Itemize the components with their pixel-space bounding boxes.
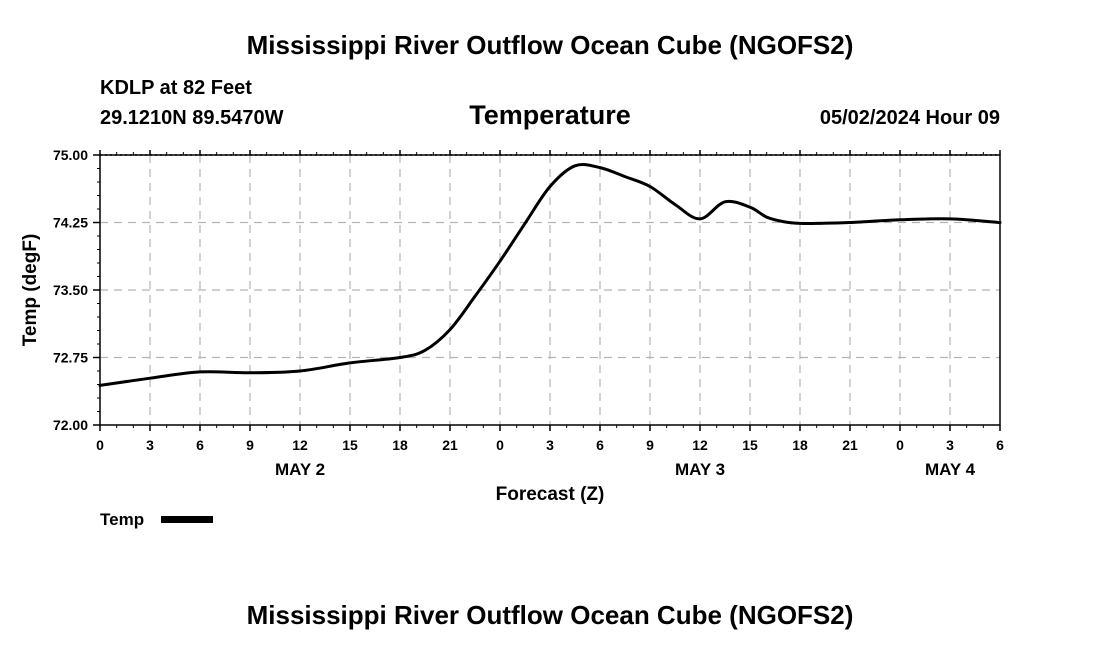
x-tick-label: 0 (496, 437, 504, 453)
x-tick-label: 9 (246, 437, 254, 453)
data-point (798, 222, 802, 225)
x-tick-label: 18 (792, 437, 808, 453)
data-point (898, 218, 902, 221)
axis-labels: 0 3 6 9 12 15 18 21 0 3 6 9 12 15 18 21 0 3 6 72.00 72.75 73.… (53, 147, 1004, 479)
x-tick-label: 6 (196, 437, 204, 453)
series-layer (98, 162, 1002, 387)
x-tick-label: 0 (96, 437, 104, 453)
data-point (673, 203, 677, 206)
data-point (648, 185, 652, 188)
x-tick-label: 12 (692, 437, 708, 453)
y-tick-label: 72.75 (53, 350, 88, 366)
y-tick-label: 75.00 (53, 147, 88, 163)
y-tick-label: 73.50 (53, 282, 88, 298)
data-point (448, 328, 452, 331)
data-point (498, 260, 502, 263)
datetime-label: 05/02/2024 Hour 09 (819, 107, 1000, 129)
data-point (348, 361, 352, 365)
data-point (948, 217, 952, 221)
x-tick-label: 21 (842, 437, 858, 453)
y-axis-title: Temp (degF) (20, 234, 41, 347)
data-point (748, 206, 752, 209)
x-tick-label: 3 (546, 437, 554, 453)
axis-ticks (93, 150, 1001, 431)
x-tick-label: 3 (946, 437, 954, 453)
x-tick-label: 18 (392, 437, 408, 453)
data-point (148, 377, 152, 380)
legend-swatch (161, 516, 213, 523)
x-tick-label: 6 (996, 437, 1004, 453)
x-tick-label: 12 (292, 437, 308, 453)
data-point (815, 222, 818, 225)
data-point (473, 295, 477, 298)
data-point (198, 370, 202, 374)
data-point (598, 166, 602, 169)
x-tick-label: 9 (646, 437, 654, 453)
day-label: MAY 2 (275, 460, 325, 479)
data-point (548, 185, 552, 188)
x-tick-label: 6 (596, 437, 604, 453)
day-label: MAY 4 (925, 460, 976, 479)
data-point (398, 356, 402, 359)
data-point (523, 222, 527, 225)
grid-lines (100, 155, 1000, 425)
data-point (998, 221, 1002, 224)
day-label: MAY 3 (675, 460, 725, 479)
x-tick-label: 15 (342, 437, 358, 453)
y-tick-label: 74.25 (53, 215, 88, 231)
data-point (623, 175, 627, 178)
y-tick-label: 72.00 (53, 417, 88, 433)
data-point (423, 349, 427, 352)
data-point (98, 384, 102, 387)
data-point (298, 369, 302, 373)
data-point (848, 221, 852, 224)
data-point (698, 217, 702, 221)
data-point (782, 220, 785, 223)
data-point (248, 371, 252, 374)
page-title: Mississippi River Outflow Ocean Cube (NG… (246, 30, 854, 60)
data-point (573, 164, 577, 167)
x-tick-label: 3 (146, 437, 154, 453)
variable-title: Temperature (469, 100, 631, 130)
legend-label: Temp (100, 510, 144, 529)
data-point (723, 200, 727, 203)
coordinates-label: 29.1210N 89.5470W (100, 107, 284, 129)
data-point (765, 215, 768, 219)
x-tick-label: 0 (896, 437, 904, 453)
x-tick-label: 15 (742, 437, 758, 453)
x-axis-title: Forecast (Z) (496, 484, 605, 505)
station-label: KDLP at 82 Feet (100, 77, 252, 99)
footer-title: Mississippi River Outflow Ocean Cube (NG… (246, 600, 854, 630)
x-tick-label: 21 (442, 437, 458, 453)
